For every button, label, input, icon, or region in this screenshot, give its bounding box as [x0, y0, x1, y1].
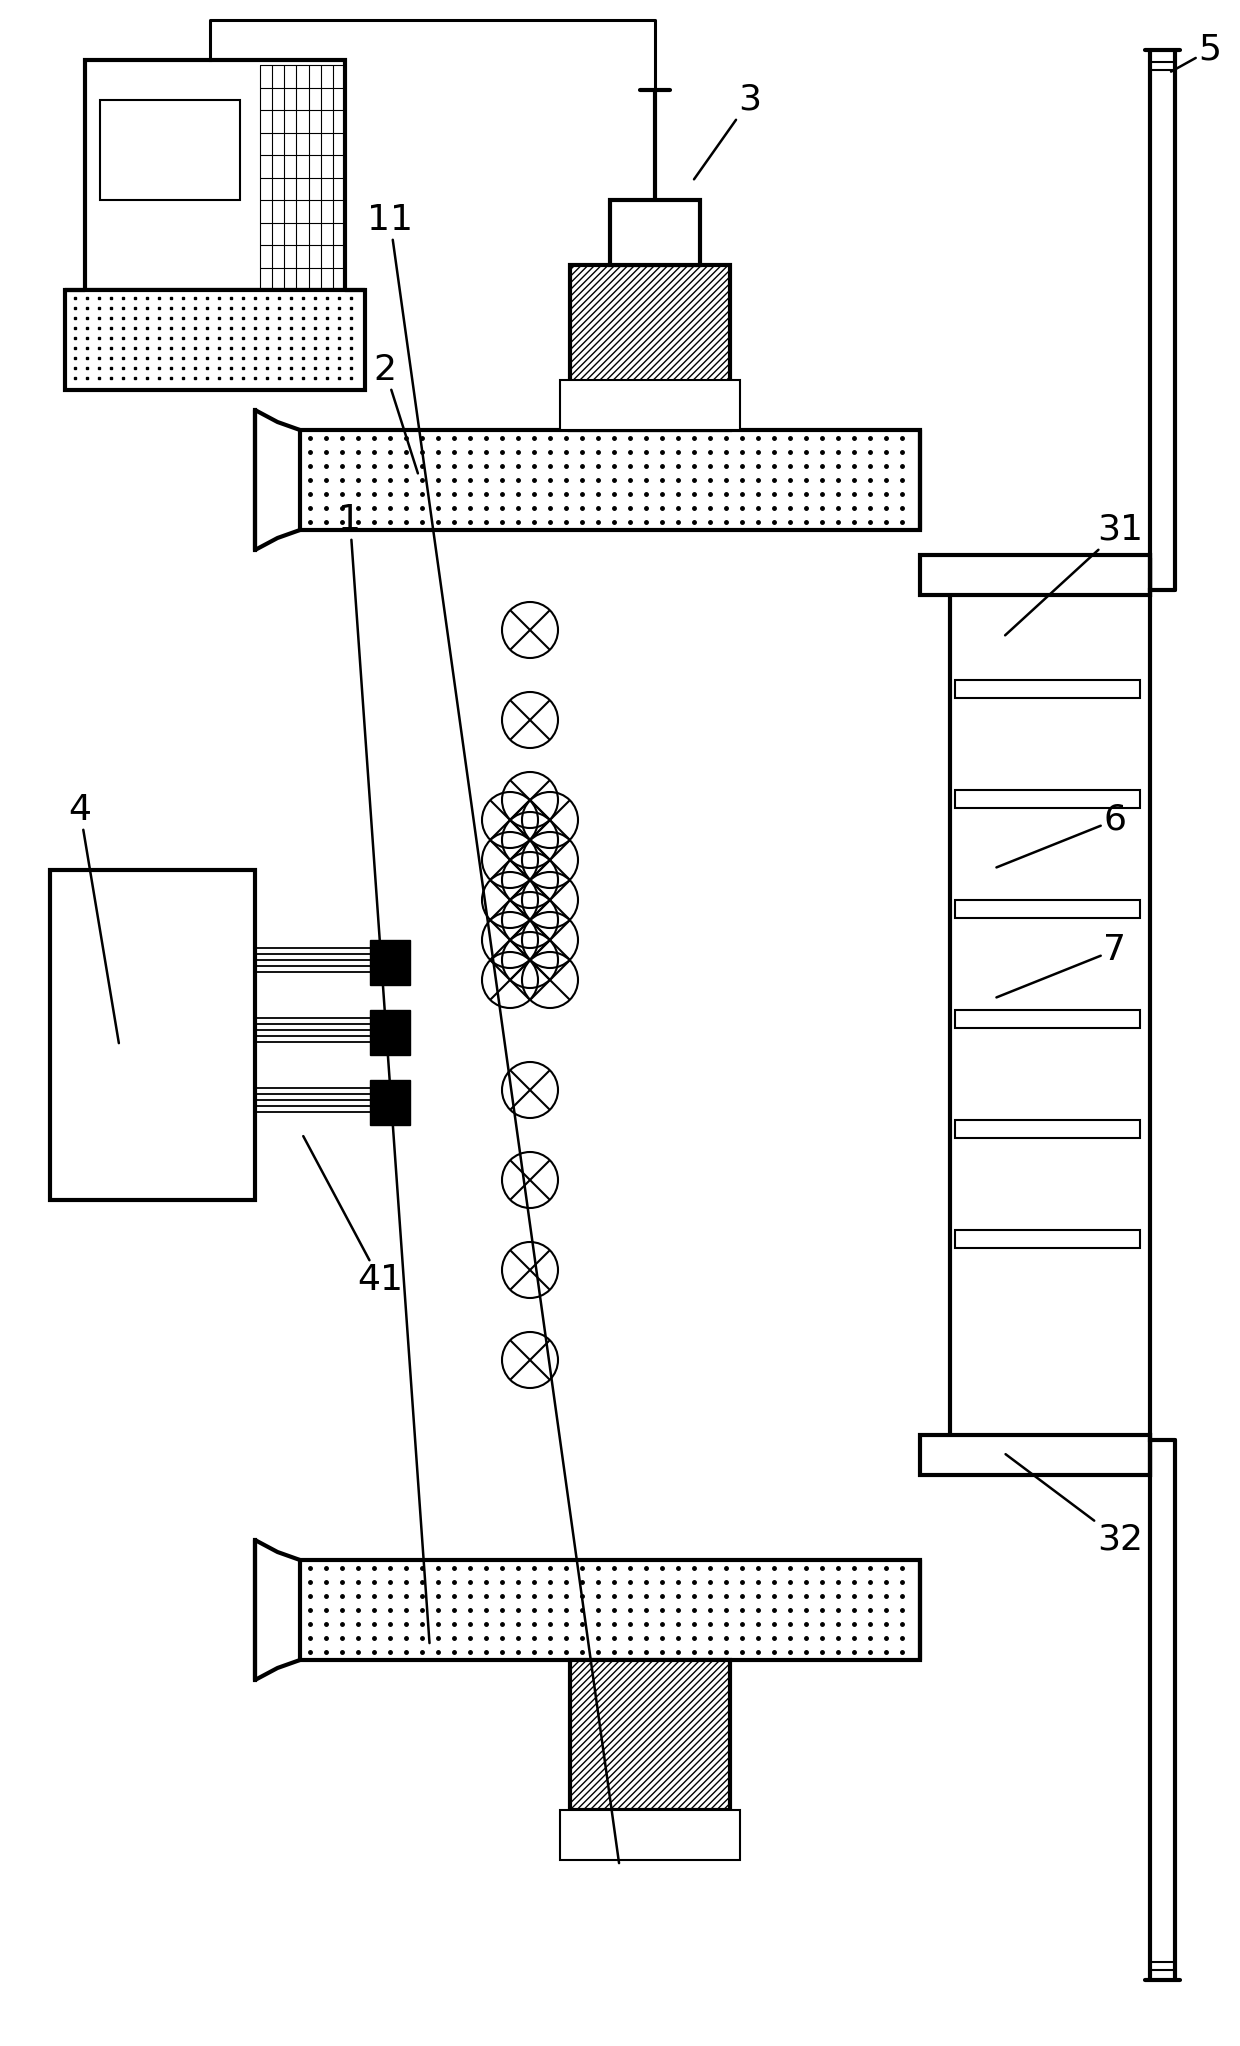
Bar: [955, 900, 1140, 919]
Bar: [370, 939, 410, 984]
Text: 6: 6: [997, 802, 1126, 868]
Text: 1: 1: [339, 503, 429, 1643]
Bar: [955, 679, 1140, 698]
Text: 32: 32: [1006, 1455, 1143, 1557]
Bar: [50, 870, 255, 1201]
Bar: [955, 1119, 1140, 1138]
Text: 31: 31: [1006, 514, 1143, 636]
Bar: [370, 1080, 410, 1125]
Bar: [86, 59, 345, 291]
Bar: [64, 291, 365, 391]
Text: 4: 4: [68, 794, 119, 1043]
Text: 2: 2: [373, 354, 418, 473]
Bar: [610, 201, 701, 266]
Bar: [300, 430, 920, 530]
Bar: [950, 561, 1149, 1440]
Text: 11: 11: [367, 203, 619, 1864]
Bar: [560, 1811, 740, 1860]
Text: 5: 5: [1171, 33, 1221, 72]
Bar: [100, 100, 241, 201]
Text: 3: 3: [694, 84, 761, 180]
Bar: [955, 790, 1140, 808]
Bar: [570, 266, 730, 430]
Bar: [920, 1434, 1149, 1475]
Bar: [920, 554, 1149, 595]
Bar: [370, 1011, 410, 1056]
Text: 7: 7: [997, 933, 1126, 996]
Bar: [560, 381, 740, 430]
Bar: [955, 1230, 1140, 1248]
Bar: [300, 1559, 920, 1659]
Bar: [570, 1659, 730, 1811]
Bar: [955, 1011, 1140, 1027]
Text: 41: 41: [304, 1136, 403, 1297]
